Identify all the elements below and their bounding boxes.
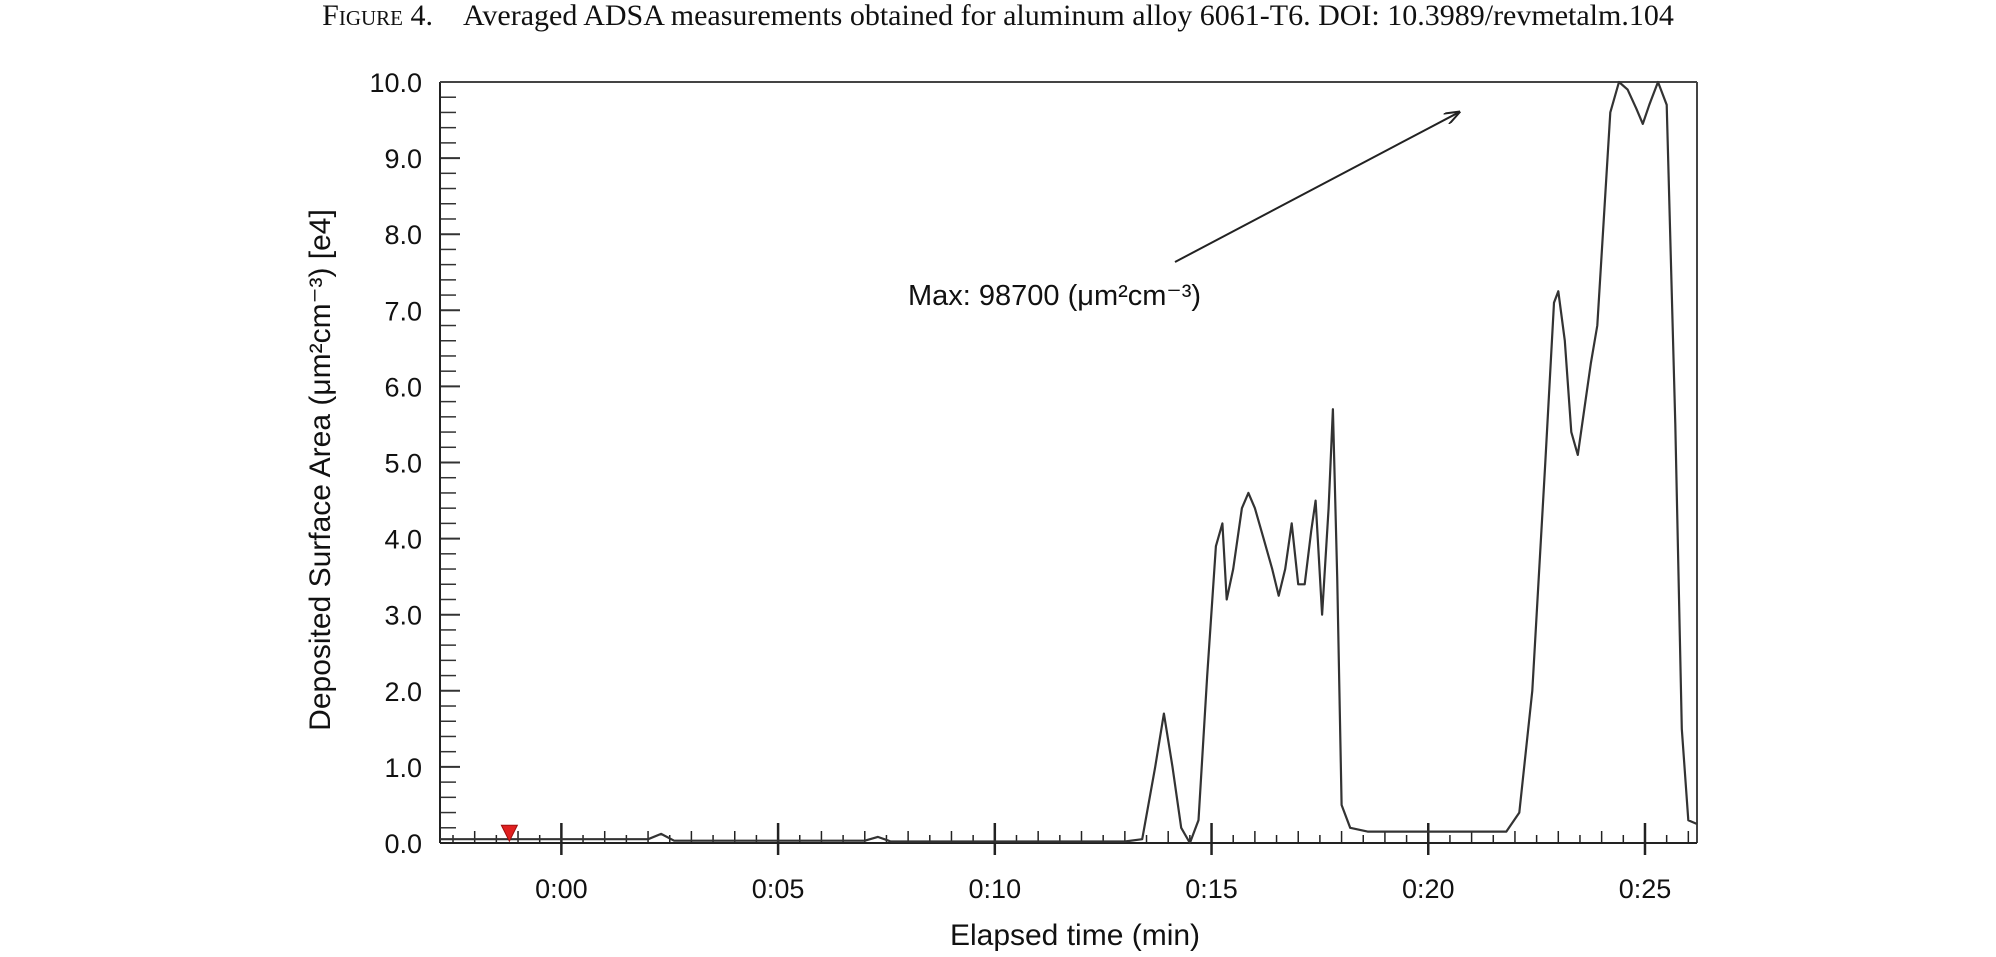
y-tick-label: 0.0 <box>384 829 422 859</box>
y-tick-label: 2.0 <box>384 677 422 707</box>
y-tick-label: 10.0 <box>369 68 422 98</box>
x-axis-title: Elapsed time (min) <box>950 919 1200 952</box>
start-marker-icon <box>500 824 519 843</box>
x-tick-label: 0:05 <box>752 874 805 904</box>
figure-label: Figure 4. <box>322 0 433 32</box>
y-tick-label: 8.0 <box>384 220 422 250</box>
y-tick-label: 3.0 <box>384 601 422 631</box>
series-layer <box>440 80 1698 845</box>
x-tick-label: 0:20 <box>1402 874 1455 904</box>
caption-text: Averaged ADSA measurements obtained for … <box>462 0 1674 32</box>
y-tick-label: 6.0 <box>384 372 422 402</box>
data-series-line <box>440 80 1698 845</box>
x-axis-ticks: 0:00 0:05 0:10 0:15 0:20 0:25 <box>452 823 1690 904</box>
x-tick-label: 0:15 <box>1185 874 1238 904</box>
x-tick-label: 0:00 <box>535 874 588 904</box>
max-annotation-label: Max: 98700 (μm²cm⁻³) <box>908 280 1201 312</box>
y-tick-label: 9.0 <box>384 144 422 174</box>
y-axis-ticks: 0.0 1.0 2.0 3.0 4.0 5.0 6.0 7.0 8.0 9.0 10.0 <box>369 68 460 859</box>
y-tick-label: 7.0 <box>384 296 422 326</box>
annotation-arrow <box>1174 112 1459 263</box>
annotation-layer: Max: 98700 (μm²cm⁻³) <box>908 112 1459 312</box>
y-tick-label: 1.0 <box>384 753 422 783</box>
figure-caption: Figure 4. Averaged ADSA measurements obt… <box>0 0 1996 48</box>
y-tick-label: 4.0 <box>384 525 422 555</box>
y-axis-title: Deposited Surface Area (μm²cm⁻³) [e4] <box>304 209 337 731</box>
x-tick-label: 0:10 <box>969 874 1022 904</box>
x-tick-label: 0:25 <box>1619 874 1672 904</box>
plot-frame <box>439 81 1698 844</box>
y-tick-label: 5.0 <box>384 449 422 479</box>
